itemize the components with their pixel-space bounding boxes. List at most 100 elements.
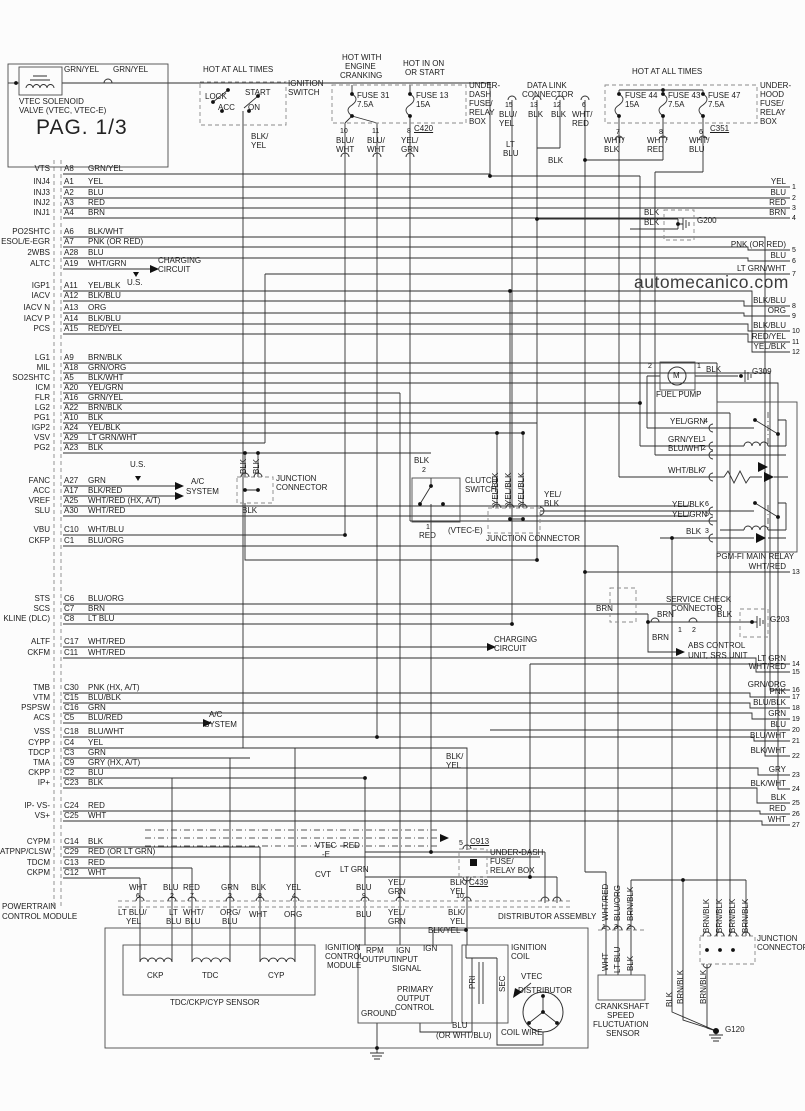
wire-label: 4 [292, 893, 296, 900]
wire-label: FUSE 47 [708, 91, 741, 100]
pcm-pin-code: C18 [64, 727, 79, 736]
wire-label: HOT AT ALL TIMES [632, 67, 703, 76]
pcm-pin-name: CYPP [28, 738, 50, 747]
pcm-pin-code: C14 [64, 837, 79, 846]
pcm-pin-name: IACV N [23, 303, 50, 312]
wire-label: BLK [717, 610, 733, 619]
wire-label: RELAY [469, 108, 495, 117]
wire-label: 15A [625, 100, 640, 109]
right-edge-wire-color: BLK [770, 793, 786, 802]
wire-label: OUTPUT [397, 994, 430, 1003]
wire-label: TDC [202, 971, 219, 980]
pcm-pin-code: C6 [64, 594, 75, 603]
wire-color-label: BLK [88, 413, 104, 422]
wire-color-label: BLK/WHT [88, 373, 124, 382]
wire-label: 2 [692, 627, 696, 634]
wire-label: 13 [530, 102, 538, 109]
wire-color-label: RED [88, 858, 105, 867]
pcm-pin-name: TDCM [26, 858, 50, 867]
wire-label: 3 [614, 924, 618, 931]
wire-label: SWITCH [465, 485, 497, 494]
wire-label: IGNITION [325, 943, 361, 952]
wire-label: M [673, 371, 680, 380]
wire-color-label: GRN/YEL [88, 164, 124, 173]
pcm-pin-name: SLU [34, 506, 50, 515]
pcm-pin-code: A9 [64, 353, 74, 362]
wire-label: PGM-FI MAIN RELAY [716, 552, 795, 561]
wire-color-label: GRY (HX, A/T) [88, 758, 141, 767]
wire-color-label: BLK/BLU [88, 291, 121, 300]
wire-label: BRN [596, 604, 613, 613]
pcm-pin-name: PG2 [33, 443, 50, 452]
wire-color-label: BLU/RED [88, 713, 123, 722]
wire-color-label: WHT/BLU [88, 525, 124, 534]
wire-label: UNDER-DASH [490, 848, 544, 857]
pcm-pin-name: INJ1 [33, 208, 50, 217]
pcm-pin-code: A29 [64, 433, 79, 442]
wire-color-label: ORG [88, 303, 107, 312]
wire-label: 7.5A [708, 100, 725, 109]
wire-label: WHT [367, 145, 386, 154]
right-edge-wire-number: 24 [792, 786, 800, 793]
wire-label: DASH [469, 90, 492, 99]
wire-label: CIRCUIT [494, 644, 527, 653]
pcm-pin-name: IACV [31, 291, 50, 300]
wire-color-label: WHT/RED (HX, A/T) [88, 496, 161, 505]
wire-color-label: GRN/YEL [88, 393, 124, 402]
wire-label: BLK/ [251, 132, 269, 141]
wire-label: BLK [414, 456, 430, 465]
right-edge-wire-number: 5 [792, 247, 796, 254]
wire-label: VTEC [315, 841, 337, 850]
wire-label: GRN [388, 917, 406, 926]
wire-label: BLU [185, 917, 201, 926]
wire-label: BLU [689, 145, 705, 154]
wire-color-label: BRN/BLK [88, 403, 123, 412]
wire-label: 5 [705, 511, 709, 518]
wire-label: 6 [582, 102, 586, 109]
wire-label: (VTEC-E) [448, 526, 483, 535]
wire-label: CONNECTOR [522, 90, 574, 99]
wire-label: INPUT [394, 955, 418, 964]
wire-color-label: PNK (HX, A/T) [88, 683, 140, 692]
wire-label: BLU [166, 917, 182, 926]
wire-label: 2 [627, 924, 631, 931]
wire-label: YEL [450, 887, 466, 896]
wire-color-label: GRN/ORG [88, 363, 127, 372]
wire-label: ON [248, 103, 260, 112]
wire-label: YEL/BLK [672, 500, 705, 509]
pcm-pin-code: C9 [64, 758, 75, 767]
wire-label: WHT [249, 910, 268, 919]
pcm-pin-name: ACC [33, 486, 50, 495]
pcm-pin-code: C4 [64, 738, 75, 747]
wire-color-label: BLK/WHT [88, 227, 124, 236]
wire-label: VTEC SOLENOID [19, 97, 84, 106]
wire-color-label: PNK (OR RED) [88, 237, 144, 246]
pcm-pin-code: C2 [64, 768, 75, 777]
right-edge-wire-color: PNK [769, 687, 786, 696]
wire-label: CONTROL [325, 952, 365, 961]
wire-label: YEL [286, 883, 302, 892]
right-edge-wire-color: LT GRN/WHT [736, 264, 786, 273]
wire-label: FUSE 44 [625, 91, 658, 100]
wire-label: BLU [452, 1021, 468, 1030]
wire-color-label: BLU/BLK [88, 693, 121, 702]
wire-color-label: WHT/RED [88, 506, 126, 515]
wire-label: A/C [209, 710, 223, 719]
pcm-pin-name: IP- VS- [24, 801, 50, 810]
wire-color-label: YEL [88, 177, 104, 186]
wire-label: 1 [697, 363, 701, 370]
wire-label: UNIT, SRS UNIT [688, 651, 748, 660]
pcm-pin-name: CKFP [28, 536, 50, 545]
wire-color-label: BRN [88, 208, 105, 217]
wire-label: BLK [665, 991, 674, 1007]
wire-label: BLU/WHT [668, 444, 704, 453]
wire-label: 6 [705, 501, 709, 508]
wire-label: HOT IN ON [403, 59, 445, 68]
wire-label: DATA LINK [527, 81, 567, 90]
pcm-pin-name: IP+ [37, 778, 50, 787]
wire-label: BLK [242, 506, 258, 515]
pcm-pin-code: A22 [64, 403, 79, 412]
wire-label: 6 [699, 129, 703, 136]
wire-color-label: BLU/WHT [88, 727, 124, 736]
wire-label: BLU [222, 917, 238, 926]
